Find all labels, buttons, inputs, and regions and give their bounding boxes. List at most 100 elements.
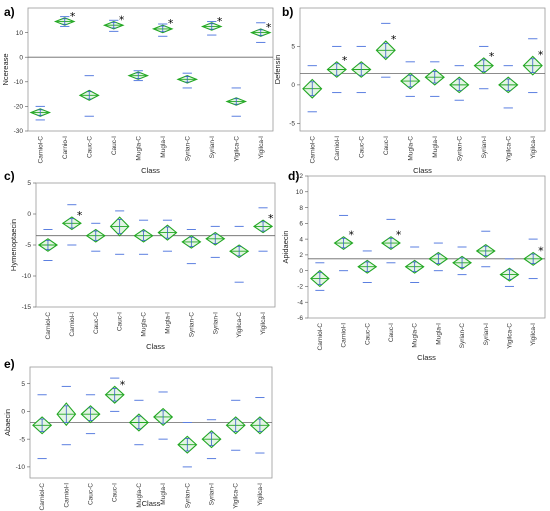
x-tick-label: Carniol-C (45, 312, 52, 340)
y-tick-label: 2 (299, 252, 303, 259)
x-tick-label: Syrian-C (184, 136, 191, 162)
x-tick-label: Mugla-C (407, 136, 414, 161)
y-tick-label: -6 (297, 315, 303, 322)
significance-star: * (77, 209, 83, 222)
x-tick-label: Syrian-I (209, 483, 216, 506)
x-tick-label: Cauc-C (88, 483, 95, 505)
x-tick-label: Carnio-I (62, 136, 69, 159)
y-tick-label: 0 (27, 211, 31, 218)
x-tick-label: Mugla-C (135, 136, 142, 161)
significance-star: * (538, 48, 544, 61)
y-tick-label: -4 (297, 299, 303, 306)
y-tick-label: -10 (14, 79, 24, 86)
y-axis-title: Apidaecin (281, 231, 290, 264)
y-tick-label: 0 (21, 409, 25, 416)
panel-letter: d) (288, 169, 299, 183)
x-tick-label: Yigilca-I (260, 312, 267, 335)
x-tick-label: Carniol-C (317, 323, 324, 351)
x-tick-label: Syrian-I (212, 312, 219, 335)
x-tick-label: Cauc-C (358, 136, 365, 158)
y-tick-label: 8 (299, 205, 303, 212)
panel-letter: e) (4, 357, 15, 371)
x-tick-label: Cauc-C (93, 312, 100, 334)
significance-star: * (217, 15, 223, 28)
y-tick-label: 0 (291, 82, 295, 89)
x-tick-label: Yigilca-I (257, 483, 264, 506)
x-tick-label: Mugla-C (141, 312, 148, 337)
significance-star: * (489, 50, 495, 63)
y-tick-label: -5 (289, 121, 295, 128)
x-tick-label: Mugla-I (160, 136, 167, 158)
y-tick-label: -10 (16, 464, 26, 471)
x-tick-label: Cauc-I (388, 323, 395, 342)
x-tick-label: Syrian-I (483, 323, 490, 346)
x-tick-label: Yigilca-I (530, 136, 537, 159)
x-tick-label: Syrian-C (459, 323, 466, 349)
x-axis-title: Class (142, 499, 161, 508)
chart-panel-3: c) -15 -10 -5 0 5 Hymenoptaecin Class Carniol-C C… (4, 169, 276, 351)
x-tick-label: Yigilca-C (233, 483, 240, 509)
y-tick-label: 10 (16, 30, 24, 37)
significance-star: * (168, 17, 174, 30)
x-tick-label: Syrian-I (481, 136, 488, 159)
y-tick-label: 5 (21, 381, 25, 388)
x-tick-label: Carniol-C (309, 136, 316, 164)
significance-star: * (268, 212, 274, 225)
y-tick-label: 0 (299, 268, 303, 275)
x-axis-title: Class (146, 342, 165, 351)
x-tick-label: Cauc-I (383, 136, 390, 155)
y-tick-label: 6 (299, 221, 303, 228)
y-tick-label: -5 (19, 436, 25, 443)
x-tick-label: Carniol-I (341, 323, 348, 348)
x-tick-label: Mugla-I (432, 136, 439, 158)
y-tick-label: 5 (27, 180, 31, 187)
x-tick-label: Mugla-C (136, 483, 143, 508)
y-tick-label: -20 (14, 104, 24, 111)
panel-letter: a) (4, 5, 15, 19)
x-tick-label: Carniol-C (39, 483, 46, 511)
y-axis-title: Defensin (273, 55, 282, 85)
significance-star: * (342, 54, 348, 67)
x-tick-label: Cauc-C (86, 136, 93, 158)
y-tick-label: -10 (22, 273, 32, 280)
y-tick-label: 12 (296, 173, 304, 180)
y-tick-label: 0 (19, 54, 23, 61)
chart-panel-5: e) -10 -5 0 5 Abaecin Class Carniol-C Carniol-I C… (3, 357, 273, 511)
x-tick-label: Syrian-C (184, 483, 191, 509)
x-tick-label: Carniol-C (37, 136, 44, 164)
x-tick-label: Mugla-I (160, 483, 167, 505)
y-axis-title: Hymenoptaecin (9, 219, 18, 271)
panel-letter: c) (4, 169, 15, 183)
significance-star: * (396, 229, 402, 242)
x-tick-label: Carniol-I (69, 312, 76, 337)
y-tick-label: 5 (291, 44, 295, 51)
y-axis-title: Abaecin (3, 409, 12, 436)
chart-panel-2: b) -5 0 5 Defensin Class Carniol-C Carniol-I * Ca… (273, 5, 546, 175)
chart-panel-4: d) -6 -4 -2 0 2 4 6 8 10 12 Apidaecin Class Carniol-C… (281, 169, 546, 362)
chart-panel-1: a) -30 -20 -10 0 10 Ncerease Class Carniol-C Carn… (1, 5, 274, 175)
y-tick-label: 4 (299, 236, 303, 243)
x-tick-label: Cauc-I (112, 483, 119, 502)
x-tick-label: Mugla-I (164, 312, 171, 334)
panel-letter: b) (282, 5, 293, 19)
x-tick-label: Syrian-C (188, 312, 195, 338)
x-tick-label: Syrian-I (209, 136, 216, 159)
significance-star: * (70, 10, 76, 23)
x-tick-label: Carniol-I (63, 483, 70, 508)
significance-star: * (538, 245, 544, 258)
x-axis-title: Class (413, 166, 432, 175)
x-tick-label: Yigilca-C (233, 136, 240, 162)
x-tick-label: Yigilca-C (506, 323, 513, 349)
y-tick-label: -30 (14, 128, 24, 135)
x-tick-label: Cauc-I (111, 136, 118, 155)
y-tick-label: -2 (297, 284, 303, 291)
x-tick-label: Yigilca-I (530, 323, 537, 346)
y-tick-label: -15 (22, 304, 32, 311)
y-axis-title: Ncerease (1, 53, 10, 85)
x-tick-label: Syrian-C (456, 136, 463, 162)
y-tick-label: 10 (296, 189, 304, 196)
x-tick-label: Cauc-I (117, 312, 124, 331)
x-tick-label: Cauc-C (364, 323, 371, 345)
plot-frame (307, 175, 546, 319)
